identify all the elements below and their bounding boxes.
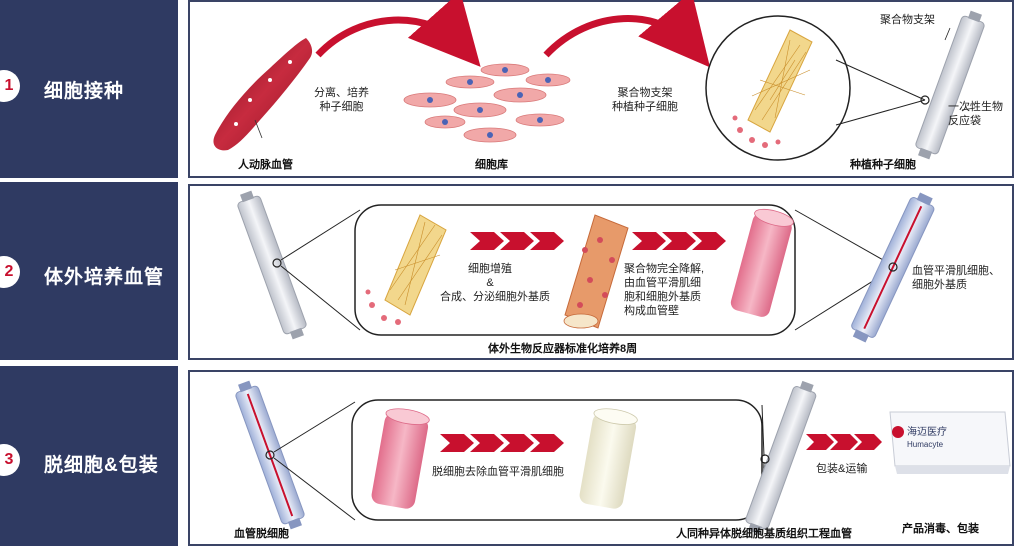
seeded-scaffold-icon	[732, 29, 813, 148]
curved-arrow-1-icon	[315, 0, 481, 67]
cream-vessel-icon	[579, 408, 638, 509]
bioreactor-bag-icon	[915, 10, 985, 160]
row-title-1: 细胞接种	[44, 81, 125, 102]
scaffold-seed-label: 聚合物支架 种植种子细胞	[612, 87, 678, 113]
row-band-2: 2 体外培养血管	[0, 182, 178, 360]
scaffold-proliferation-icon	[365, 214, 447, 325]
row-number-2: 2	[0, 256, 20, 288]
decell-zoom-box	[351, 399, 763, 521]
row-title-3: 脱细胞&包装	[44, 455, 159, 476]
panel-step-1	[188, 0, 1014, 178]
proliferation-label: 细胞增殖 & 合成、分泌细胞外基质	[440, 263, 550, 303]
pink-vessel-icon	[730, 208, 794, 317]
cell-bank-label: 细胞库	[475, 159, 508, 171]
bioreactor-right-icon	[851, 192, 935, 343]
cell-bank-icon	[403, 63, 571, 143]
final-product-label: 人同种异体脱细胞基质组织工程血管	[676, 528, 852, 540]
brand-en-label: Humacyte	[907, 440, 944, 449]
sterilize-pack-label: 产品消毒、包装	[902, 523, 979, 535]
row-band-3: 3 脱细胞&包装	[0, 366, 178, 546]
decell-desc-label: 脱细胞去除血管平滑肌细胞	[432, 466, 564, 478]
chevron-arrows-3-icon	[440, 434, 564, 452]
curved-arrow-2-icon	[543, 0, 711, 68]
chevron-arrows-4-icon	[806, 434, 882, 450]
culture-caption: 体外生物反应器标准化培养8周	[488, 343, 638, 355]
smooth-muscle-label: 血管平滑肌细胞、 细胞外基质	[912, 265, 1000, 291]
chevron-arrows-1-icon	[470, 232, 564, 250]
seeded-cells-label: 种植种子细胞	[850, 159, 916, 171]
chevron-arrows-2-icon	[632, 232, 726, 250]
scaffold-top-label: 聚合物支架	[880, 14, 935, 26]
scaffold-matrix-icon	[563, 214, 629, 329]
separate-culture-label: 分离、培养 种子细胞	[314, 87, 369, 113]
row-band-1: 1 细胞接种	[0, 0, 178, 178]
brand-cn-label: 海迈医疗	[907, 427, 947, 438]
degradation-label: 聚合物完全降解, 由血管平滑肌细 胞和细胞外基质 构成血管壁	[624, 263, 705, 317]
pack-ship-label: 包装&运输	[816, 463, 868, 475]
decell-vessel-label: 血管脱细胞	[234, 528, 289, 540]
pink-vessel-start-icon	[371, 408, 430, 509]
row-number-1: 1	[0, 70, 20, 102]
bioreactor-label: 一次性生物 反应袋	[948, 101, 1003, 127]
bioreactor-final-icon	[745, 380, 817, 535]
artery-label: 人动脉血管	[238, 159, 293, 171]
bioreactor-left-icon	[237, 190, 307, 340]
bioreactor-decell-icon	[235, 380, 305, 530]
product-box-icon	[889, 411, 1011, 474]
row-title-2: 体外培养血管	[44, 267, 165, 288]
artery-vessel-icon	[213, 38, 313, 151]
row-number-3: 3	[0, 444, 20, 476]
